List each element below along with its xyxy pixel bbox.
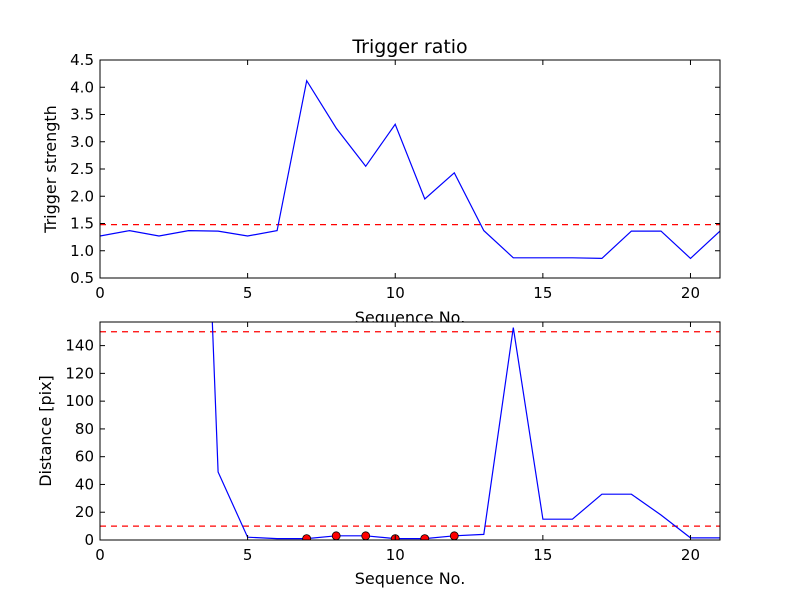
y-tick-label: 60 xyxy=(75,448,94,466)
y-tick-label: 4.0 xyxy=(70,78,94,96)
y-tick-label: 0.5 xyxy=(70,269,94,287)
x-tick-label: 20 xyxy=(681,546,700,564)
y-axis-label: Trigger strength xyxy=(41,105,60,234)
series-line xyxy=(100,79,720,260)
x-tick-label: 15 xyxy=(533,284,552,302)
trigger-ratio-plot: Trigger ratio Trigger strength Sequence … xyxy=(41,36,721,327)
x-tick-label: 15 xyxy=(533,546,552,564)
axes-frame xyxy=(99,321,721,541)
chart-title: Trigger ratio xyxy=(351,36,467,58)
y-tick-label: 2.5 xyxy=(70,160,94,178)
data-point-marker xyxy=(361,531,371,540)
y-tick-label: 120 xyxy=(65,364,94,382)
y-tick-label: 100 xyxy=(65,392,94,410)
x-tick-label: 5 xyxy=(243,546,253,564)
y-tick-label: 80 xyxy=(75,420,94,438)
data-point-marker xyxy=(420,534,430,540)
y-tick-label: 2.0 xyxy=(70,187,94,205)
x-tick-label: 10 xyxy=(386,284,405,302)
plot-area xyxy=(100,60,720,278)
y-tick-label: 3.5 xyxy=(70,106,94,124)
x-tick-label: 0 xyxy=(95,546,105,564)
data-point-marker xyxy=(449,531,459,540)
y-tick-label: 1.5 xyxy=(70,215,94,233)
distance-plot: Distance [pix] Sequence No. 0 5 10 15 20 0 20 4… xyxy=(36,321,721,588)
x-tick-label: 0 xyxy=(95,284,105,302)
x-axis-label: Sequence No. xyxy=(355,569,466,588)
x-tick-label: 5 xyxy=(243,284,253,302)
data-point-marker xyxy=(302,534,312,540)
y-tick-label: 140 xyxy=(65,337,94,355)
y-tick-label: 3.0 xyxy=(70,133,94,151)
plot-content xyxy=(100,79,720,260)
data-point-marker xyxy=(331,531,341,540)
y-tick-label: 40 xyxy=(75,475,94,493)
plot-area xyxy=(100,322,720,540)
plot-content xyxy=(100,322,720,540)
y-tick-label: 20 xyxy=(75,503,94,521)
y-tick-label: 1.0 xyxy=(70,242,94,260)
y-tick-label: 4.5 xyxy=(70,51,94,69)
y-axis-label: Distance [pix] xyxy=(36,375,55,487)
y-tick-label: 0 xyxy=(84,531,94,549)
x-tick-label: 20 xyxy=(681,284,700,302)
x-tick-label: 10 xyxy=(386,546,405,564)
